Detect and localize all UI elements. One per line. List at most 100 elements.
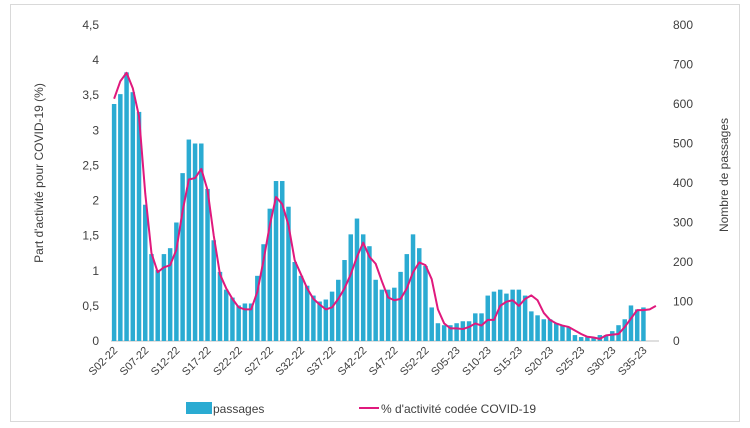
x-tick-label: S05-23	[429, 345, 463, 379]
bar-passages	[541, 319, 547, 341]
bar-passages	[535, 315, 540, 341]
bar-passages	[404, 254, 410, 341]
bar-passages	[610, 331, 615, 341]
bar-passages	[255, 275, 260, 341]
x-tick-label: S35-23	[616, 345, 650, 379]
bar-passages	[441, 325, 447, 341]
bar-passages	[236, 305, 241, 341]
y-axis-label-left: Part d'activité pour COVID-19 (%)	[32, 83, 46, 263]
chart-svg: 0 0,5 1 1,5 2 2,5 3 3,5 4 4,5 0 100 200 300 400 500 600 7…	[32, 18, 731, 416]
bar-passages	[591, 337, 596, 341]
bar-passages	[491, 291, 497, 341]
bar-passages	[242, 303, 248, 341]
y-tick-left: 0,5	[82, 299, 99, 313]
bar-passages	[267, 208, 273, 341]
bar-passages	[560, 325, 565, 341]
y-axis-label-right: Nombre de passages	[717, 118, 731, 232]
bar-passages	[286, 206, 291, 341]
bar-passages	[230, 297, 235, 341]
x-tick-label: S25-23	[554, 345, 588, 379]
bar-passages	[329, 291, 335, 341]
bar-passages	[641, 307, 646, 341]
y-tick-right: 800	[673, 18, 693, 32]
bar-passages	[410, 234, 416, 341]
bar-passages	[473, 313, 478, 341]
bar-passages	[554, 323, 559, 341]
y-tick-left: 4,5	[82, 18, 99, 32]
y-tick-right: 200	[673, 255, 693, 269]
bar-passages	[466, 321, 472, 341]
bar-passages	[547, 319, 553, 341]
y-tick-left: 4	[92, 53, 99, 67]
bar-passages	[118, 94, 123, 341]
bar-passages	[392, 287, 397, 341]
bar-passages	[485, 295, 490, 341]
bar-passages	[342, 260, 347, 341]
bar-passages	[504, 293, 509, 341]
bar-passages	[180, 173, 185, 341]
y-tick-left: 3	[92, 123, 99, 137]
x-tick-label: S30-23	[585, 345, 619, 379]
x-tick-label: S37-22	[305, 345, 339, 379]
bar-passages	[136, 111, 142, 342]
bar-passages	[360, 234, 366, 341]
bar-passages	[323, 299, 329, 341]
x-tick-label: S52-22	[398, 345, 432, 379]
bar-passages	[261, 244, 266, 341]
x-tick-label: S02-22	[87, 345, 121, 379]
bar-passages	[460, 321, 466, 341]
bar-passages	[248, 303, 254, 341]
legend-label-covid: % d'activité codée COVID-19	[381, 402, 536, 416]
y-tick-right: 300	[673, 216, 693, 230]
bar-passages	[167, 248, 173, 341]
bar-passages	[199, 143, 204, 341]
bar-passages	[143, 204, 148, 341]
bar-passages	[149, 254, 154, 341]
bar-passages	[367, 246, 372, 341]
bar-passages	[622, 319, 627, 341]
x-tick-label: S10-23	[460, 345, 494, 379]
bar-passages	[130, 92, 136, 342]
y-tick-right: 600	[673, 97, 693, 111]
bar-passages	[124, 72, 129, 342]
y-tick-right: 100	[673, 295, 693, 309]
bar-passages	[354, 218, 360, 341]
x-tick-label: S07-22	[118, 345, 152, 379]
bar-passages	[298, 275, 304, 341]
bar-passages	[304, 285, 310, 341]
x-tick-label: S17-22	[180, 345, 214, 379]
bar-passages	[192, 143, 198, 341]
x-tick-label: S12-22	[149, 345, 183, 379]
bar-passages	[578, 337, 584, 341]
bar-passages	[273, 181, 279, 341]
bar-passages	[379, 289, 385, 341]
legend-label-passages: passages	[213, 402, 264, 416]
x-tick-label: S32-22	[273, 345, 307, 379]
bar-passages	[317, 301, 322, 341]
bar-passages	[634, 309, 640, 341]
legend-swatch-passages	[186, 402, 212, 414]
bar-passages	[510, 289, 515, 341]
bar-passages	[454, 323, 459, 341]
bar-passages	[292, 262, 297, 341]
bar-passages	[522, 295, 528, 341]
line-covid-share	[113, 71, 657, 340]
bar-passages	[435, 323, 441, 341]
y-tick-right: 400	[673, 176, 693, 190]
bar-passages	[223, 289, 229, 341]
x-tick-label: S27-22	[242, 345, 276, 379]
bar-passages	[417, 248, 422, 341]
bar-passages	[174, 222, 179, 341]
bar-passages	[516, 289, 522, 341]
chart-frame: 0 0,5 1 1,5 2 2,5 3 3,5 4 4,5 0 100 200 300 400 500 600 7…	[10, 4, 740, 422]
y-tick-left: 1,5	[82, 229, 99, 243]
y-tick-left: 2,5	[82, 158, 99, 172]
bar-passages	[566, 327, 571, 341]
y-tick-left: 1	[92, 264, 99, 278]
bar-passages	[280, 181, 285, 341]
bar-passages	[311, 295, 316, 341]
bar-passages	[585, 337, 590, 341]
bar-passages	[205, 188, 210, 341]
y-tick-right: 700	[673, 58, 693, 72]
bar-passages	[398, 271, 403, 341]
